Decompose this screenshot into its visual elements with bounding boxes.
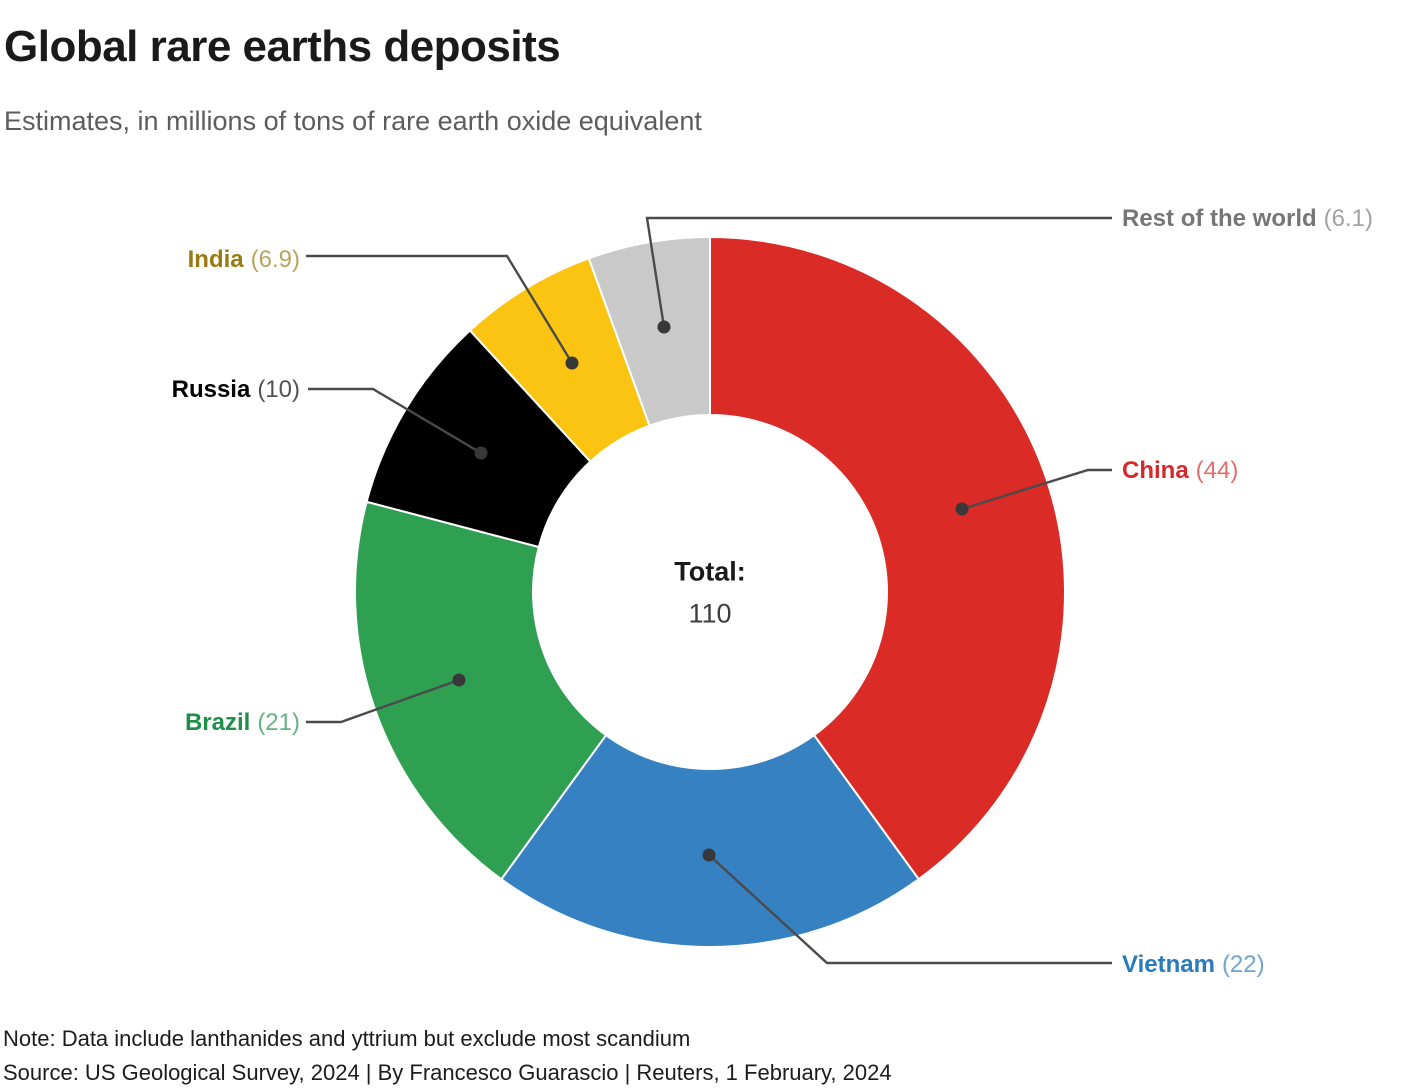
- donut-segment-vietnam: [499, 733, 921, 948]
- page-title: Global rare earths deposits: [4, 22, 561, 71]
- label-rest-of-the-world-value: (6.1): [1323, 204, 1374, 232]
- donut-segment-china: [709, 235, 1066, 881]
- donut-segments: [353, 235, 1066, 948]
- label-brazil: Brazil (21): [184, 708, 300, 736]
- source-line: Source: US Geological Survey, 2024 | By …: [3, 1060, 892, 1085]
- callout-leader-lines: [306, 216, 1112, 965]
- leader-line-india: [306, 254, 574, 364]
- label-brazil-value: (21): [257, 708, 300, 736]
- donut-center-text: Total: 110: [674, 557, 745, 630]
- donut-segment-brazil: [353, 500, 608, 881]
- label-china-name: China: [1122, 456, 1189, 484]
- label-vietnam: Vietnam (22): [1122, 950, 1265, 978]
- label-china-value: (44): [1195, 456, 1239, 484]
- label-russia-value: (10): [257, 375, 300, 403]
- label-rest-of-the-world: Rest of the world (6.1): [1122, 204, 1374, 232]
- label-rest-of-the-world-name: Rest of the world: [1122, 204, 1317, 232]
- leader-dot-rest-of-the-world: [657, 320, 671, 334]
- leader-dot-russia: [474, 446, 488, 460]
- label-brazil-name: Brazil: [184, 708, 251, 736]
- label-india-value: (6.9): [250, 245, 300, 273]
- label-india-name: India: [187, 245, 244, 273]
- leader-line-brazil: [306, 678, 460, 724]
- total-label: Total:: [674, 556, 746, 587]
- leader-line-vietnam: [708, 854, 1112, 965]
- page-subtitle: Estimates, in millions of tons of rare e…: [4, 106, 702, 136]
- leader-dot-vietnam: [702, 848, 716, 862]
- leader-dot-china: [955, 502, 969, 516]
- footnote: Note: Data include lanthanides and yttri…: [3, 1026, 691, 1051]
- leader-line-rest-of-the-world: [645, 216, 1112, 328]
- leader-line-china: [961, 468, 1112, 511]
- label-india: India (6.9): [187, 245, 300, 273]
- label-russia-name: Russia: [171, 375, 251, 403]
- leader-line-russia: [308, 387, 482, 455]
- label-russia: Russia (10): [171, 375, 300, 403]
- label-vietnam-name: Vietnam: [1122, 950, 1215, 978]
- leader-dot-brazil: [452, 673, 466, 687]
- leader-dot-india: [565, 356, 579, 370]
- label-vietnam-value: (22): [1221, 950, 1265, 978]
- label-china: China (44): [1122, 456, 1239, 484]
- donut-segment-rest-of-the-world: [587, 235, 711, 427]
- total-value: 110: [688, 598, 732, 629]
